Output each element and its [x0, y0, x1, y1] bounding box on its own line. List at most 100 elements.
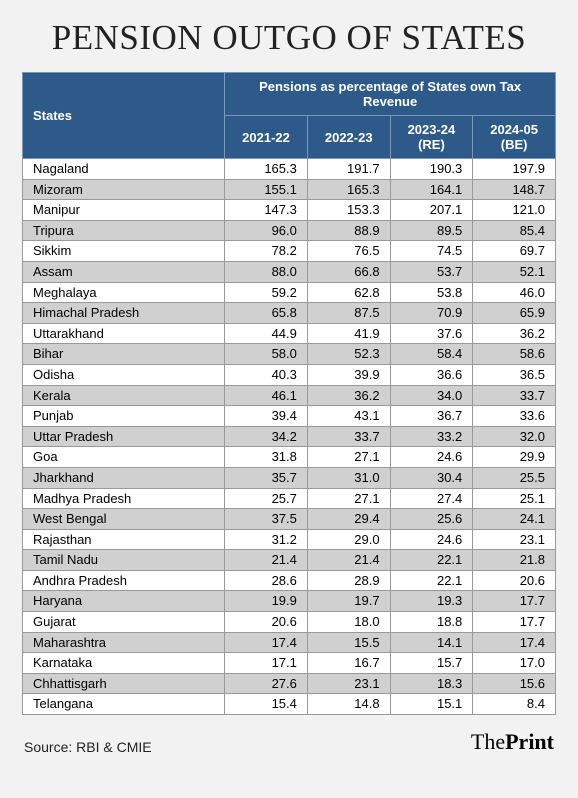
value-cell: 21.8	[473, 550, 556, 571]
value-cell: 14.1	[390, 632, 473, 653]
value-cell: 58.6	[473, 344, 556, 365]
state-cell: Odisha	[23, 364, 225, 385]
value-cell: 20.6	[225, 612, 308, 633]
value-cell: 70.9	[390, 303, 473, 324]
brand-name: Print	[505, 729, 554, 754]
row-header: States	[23, 73, 225, 159]
state-cell: Kerala	[23, 385, 225, 406]
table-row: Jharkhand35.731.030.425.5	[23, 467, 556, 488]
value-cell: 32.0	[473, 426, 556, 447]
value-cell: 191.7	[307, 159, 390, 180]
state-cell: Nagaland	[23, 159, 225, 180]
state-cell: Sikkim	[23, 241, 225, 262]
table-row: Manipur147.3153.3207.1121.0	[23, 200, 556, 221]
value-cell: 39.4	[225, 406, 308, 427]
value-cell: 27.1	[307, 447, 390, 468]
state-cell: Goa	[23, 447, 225, 468]
value-cell: 41.9	[307, 323, 390, 344]
value-cell: 20.6	[473, 570, 556, 591]
value-cell: 87.5	[307, 303, 390, 324]
footer: Source: RBI & CMIE ThePrint	[22, 729, 556, 755]
table-row: Goa31.827.124.629.9	[23, 447, 556, 468]
brand-logo: ThePrint	[471, 729, 554, 755]
value-cell: 15.5	[307, 632, 390, 653]
table-row: Andhra Pradesh28.628.922.120.6	[23, 570, 556, 591]
value-cell: 16.7	[307, 653, 390, 674]
value-cell: 29.0	[307, 529, 390, 550]
value-cell: 34.0	[390, 385, 473, 406]
state-cell: Karnataka	[23, 653, 225, 674]
value-cell: 19.7	[307, 591, 390, 612]
table-row: Madhya Pradesh25.727.127.425.1	[23, 488, 556, 509]
value-cell: 27.4	[390, 488, 473, 509]
value-cell: 89.5	[390, 220, 473, 241]
table-row: Odisha40.339.936.636.5	[23, 364, 556, 385]
value-cell: 121.0	[473, 200, 556, 221]
value-cell: 27.6	[225, 673, 308, 694]
value-cell: 207.1	[390, 200, 473, 221]
col-header: 2021-22	[225, 116, 308, 159]
state-cell: Haryana	[23, 591, 225, 612]
col-header: 2024-05 (BE)	[473, 116, 556, 159]
state-cell: Maharashtra	[23, 632, 225, 653]
value-cell: 15.6	[473, 673, 556, 694]
value-cell: 29.9	[473, 447, 556, 468]
value-cell: 8.4	[473, 694, 556, 715]
value-cell: 17.7	[473, 612, 556, 633]
table-row: Haryana19.919.719.317.7	[23, 591, 556, 612]
value-cell: 58.4	[390, 344, 473, 365]
value-cell: 69.7	[473, 241, 556, 262]
value-cell: 153.3	[307, 200, 390, 221]
value-cell: 33.6	[473, 406, 556, 427]
value-cell: 19.9	[225, 591, 308, 612]
value-cell: 15.7	[390, 653, 473, 674]
table-row: Gujarat20.618.018.817.7	[23, 612, 556, 633]
value-cell: 21.4	[225, 550, 308, 571]
value-cell: 53.8	[390, 282, 473, 303]
value-cell: 35.7	[225, 467, 308, 488]
value-cell: 65.9	[473, 303, 556, 324]
value-cell: 22.1	[390, 570, 473, 591]
state-cell: Uttar Pradesh	[23, 426, 225, 447]
value-cell: 59.2	[225, 282, 308, 303]
table-row: Mizoram155.1165.3164.1148.7	[23, 179, 556, 200]
value-cell: 29.4	[307, 509, 390, 530]
value-cell: 17.4	[473, 632, 556, 653]
value-cell: 46.1	[225, 385, 308, 406]
table-row: Maharashtra17.415.514.117.4	[23, 632, 556, 653]
value-cell: 147.3	[225, 200, 308, 221]
value-cell: 58.0	[225, 344, 308, 365]
value-cell: 34.2	[225, 426, 308, 447]
state-cell: Chhattisgarh	[23, 673, 225, 694]
value-cell: 190.3	[390, 159, 473, 180]
value-cell: 76.5	[307, 241, 390, 262]
value-cell: 17.0	[473, 653, 556, 674]
table-row: Tamil Nadu21.421.422.121.8	[23, 550, 556, 571]
value-cell: 24.6	[390, 529, 473, 550]
state-cell: West Bengal	[23, 509, 225, 530]
value-cell: 36.5	[473, 364, 556, 385]
state-cell: Uttarakhand	[23, 323, 225, 344]
value-cell: 14.8	[307, 694, 390, 715]
value-cell: 65.8	[225, 303, 308, 324]
value-cell: 197.9	[473, 159, 556, 180]
value-cell: 52.3	[307, 344, 390, 365]
state-cell: Jharkhand	[23, 467, 225, 488]
value-cell: 46.0	[473, 282, 556, 303]
value-cell: 25.6	[390, 509, 473, 530]
value-cell: 28.9	[307, 570, 390, 591]
value-cell: 25.5	[473, 467, 556, 488]
value-cell: 88.0	[225, 261, 308, 282]
value-cell: 40.3	[225, 364, 308, 385]
state-cell: Tripura	[23, 220, 225, 241]
value-cell: 52.1	[473, 261, 556, 282]
pension-table: States Pensions as percentage of States …	[22, 72, 556, 715]
state-cell: Manipur	[23, 200, 225, 221]
value-cell: 148.7	[473, 179, 556, 200]
value-cell: 37.5	[225, 509, 308, 530]
value-cell: 33.7	[473, 385, 556, 406]
value-cell: 24.6	[390, 447, 473, 468]
value-cell: 36.2	[307, 385, 390, 406]
table-row: Kerala46.136.234.033.7	[23, 385, 556, 406]
table-row: Bihar58.052.358.458.6	[23, 344, 556, 365]
